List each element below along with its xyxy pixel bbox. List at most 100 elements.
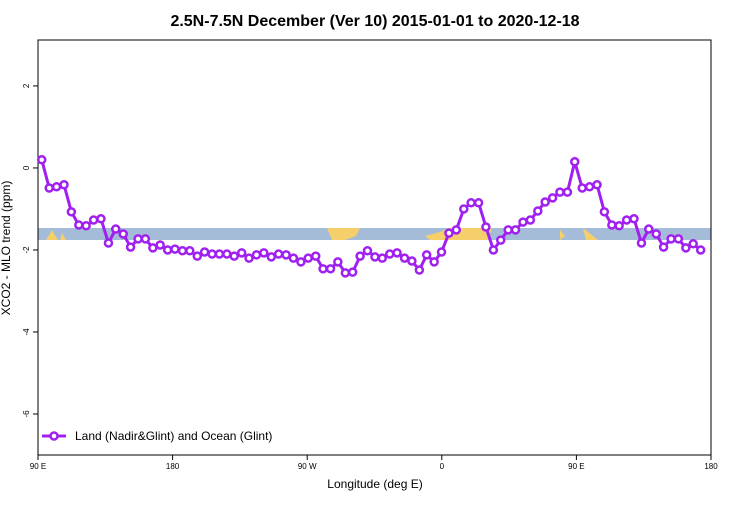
point (473, 198, 484, 208)
point (495, 235, 506, 245)
y-tick-label: -6 (22, 410, 31, 418)
x-tick-label: 90 E (30, 462, 46, 471)
point (399, 253, 410, 263)
point (592, 180, 602, 190)
y-tick-label: -4 (22, 328, 31, 336)
x-tick-label: 180 (704, 462, 718, 471)
point (621, 215, 632, 225)
point (688, 239, 698, 249)
x-tick-label: 180 (166, 462, 180, 471)
point (318, 264, 328, 274)
point (111, 224, 121, 234)
point (525, 215, 536, 225)
point (599, 207, 610, 217)
point (629, 214, 639, 224)
point (577, 183, 587, 193)
point (503, 225, 513, 235)
point (288, 253, 299, 263)
point (229, 251, 239, 261)
point (133, 234, 143, 244)
point (644, 224, 654, 234)
point (140, 234, 151, 244)
point (222, 249, 232, 259)
point (607, 220, 617, 230)
point (555, 187, 565, 197)
point (185, 246, 195, 256)
point (214, 249, 225, 259)
point (251, 250, 262, 260)
point (570, 157, 580, 167)
point (695, 245, 706, 255)
point (273, 249, 284, 259)
point (281, 250, 291, 260)
point (488, 245, 499, 255)
chart-title: 2.5N-7.5N December (Ver 10) 2015-01-01 t… (170, 13, 579, 30)
point (636, 238, 647, 248)
x-tick-label: 0 (440, 462, 445, 471)
legend-marker (49, 431, 59, 441)
point (385, 249, 395, 259)
point (362, 246, 373, 256)
point (148, 243, 158, 253)
point (96, 214, 106, 224)
point (192, 251, 203, 261)
point (510, 225, 521, 235)
point (355, 251, 365, 261)
y-tick-label: -2 (22, 246, 31, 254)
point (259, 248, 269, 258)
point (170, 244, 180, 254)
point (429, 257, 439, 267)
legend: Land (Nadir&Glint) and Ocean (Glint) (42, 429, 272, 443)
point (436, 247, 447, 257)
point (199, 247, 210, 257)
point (540, 197, 550, 207)
point (162, 245, 173, 255)
point (59, 180, 69, 190)
point (673, 234, 684, 244)
point (451, 225, 462, 235)
x-axis-label: Longitude (deg E) (327, 477, 422, 491)
point (481, 222, 491, 232)
y-axis-label: XCO2 - MLO trend (ppm) (0, 181, 13, 316)
point (407, 256, 417, 266)
point (466, 198, 476, 208)
point (518, 217, 528, 227)
point (296, 257, 306, 267)
point (88, 215, 99, 225)
point (370, 252, 380, 262)
point (310, 251, 321, 261)
point (421, 250, 432, 260)
point (392, 248, 402, 258)
point (74, 220, 84, 230)
point (177, 246, 188, 256)
plot-frame (37, 39, 712, 456)
point (118, 229, 128, 239)
point (666, 234, 676, 244)
point (303, 253, 313, 263)
point (155, 240, 165, 250)
point (347, 267, 358, 277)
point (103, 238, 114, 248)
point (459, 204, 469, 214)
point (325, 264, 336, 274)
point (36, 154, 47, 165)
point (533, 206, 543, 216)
point (340, 268, 351, 278)
point (377, 253, 388, 263)
point (584, 182, 595, 192)
point (658, 242, 669, 252)
point (207, 249, 217, 259)
point (66, 207, 77, 217)
point (81, 221, 91, 231)
y-tick-label: 2 (22, 83, 31, 88)
point (44, 183, 54, 193)
point (547, 193, 558, 203)
point (266, 252, 277, 262)
point (125, 242, 136, 252)
point (444, 228, 454, 238)
point (51, 182, 62, 192)
point (333, 257, 343, 267)
x-tick-label: 90 W (298, 462, 317, 471)
x-tick-label: 90 E (568, 462, 584, 471)
